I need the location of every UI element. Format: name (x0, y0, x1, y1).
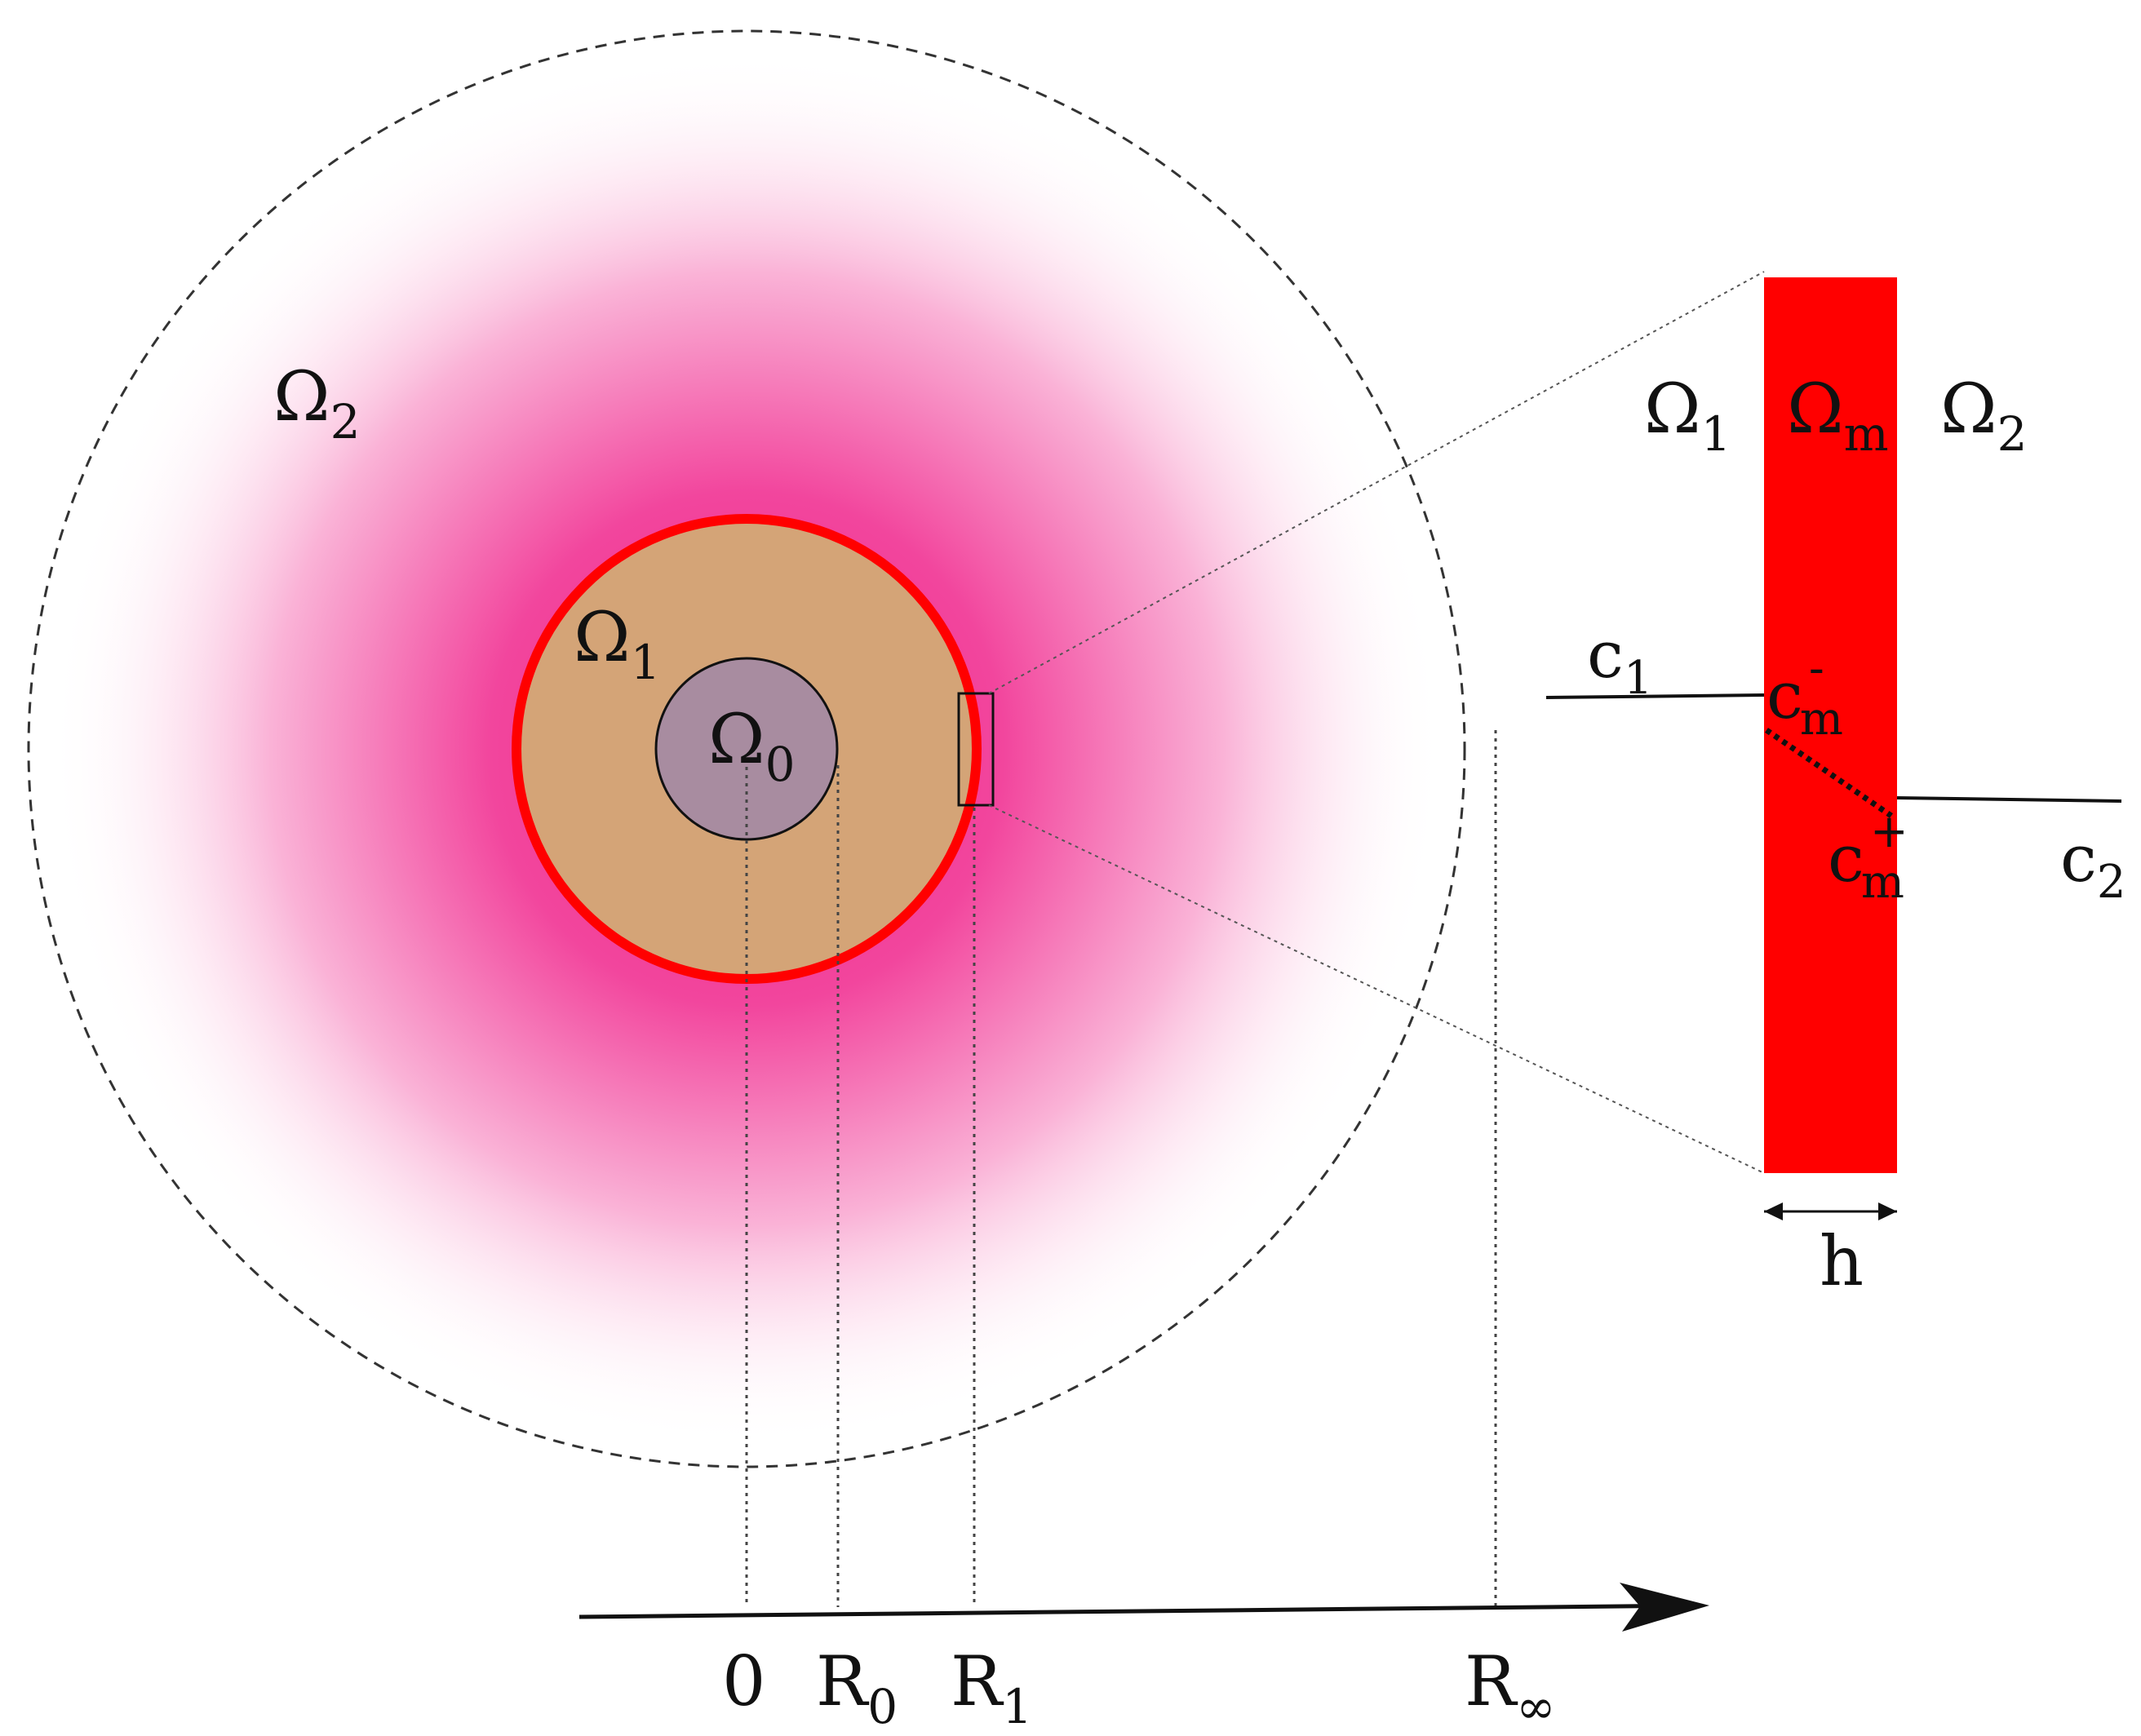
thickness-arrowhead-left (1764, 1202, 1783, 1220)
profile-c2-line (1896, 796, 2122, 803)
axis-label-0: 0 (722, 1641, 765, 1721)
radial-axis (578, 1603, 1702, 1619)
label-omega0: Ω0 (708, 699, 796, 792)
zoom-label-omegam: Ωm (1787, 369, 1889, 462)
label-cm-plus: cm+ (1828, 805, 1908, 909)
axis-label-r0: R0 (816, 1641, 898, 1734)
zoom-connector-top (988, 271, 1765, 694)
axis-label-rinf: R∞ (1465, 1641, 1556, 1734)
axis-label-r1: R1 (951, 1641, 1032, 1734)
label-c2: c2 (2060, 821, 2125, 909)
outer-boundary-dashed (27, 29, 1466, 1468)
membrane-slab (1764, 277, 1897, 1173)
zoom-label-omega1: Ω1 (1644, 369, 1731, 462)
label-thickness-h: h (1820, 1221, 1864, 1301)
region-omega0 (654, 657, 839, 841)
profile-c1-line (1545, 693, 1765, 699)
label-omega2: Ω2 (273, 356, 361, 450)
zoom-source-box (957, 692, 995, 807)
axis-arrowhead (1620, 1583, 1709, 1632)
thickness-arrowhead-right (1878, 1202, 1897, 1220)
label-c1: c1 (1587, 617, 1652, 705)
zoom-connector-bottom (988, 804, 1765, 1174)
zoom-label-omega2: Ω2 (1940, 369, 2028, 462)
label-cm-minus: cm- (1766, 642, 1843, 746)
label-omega1: Ω1 (574, 597, 661, 690)
